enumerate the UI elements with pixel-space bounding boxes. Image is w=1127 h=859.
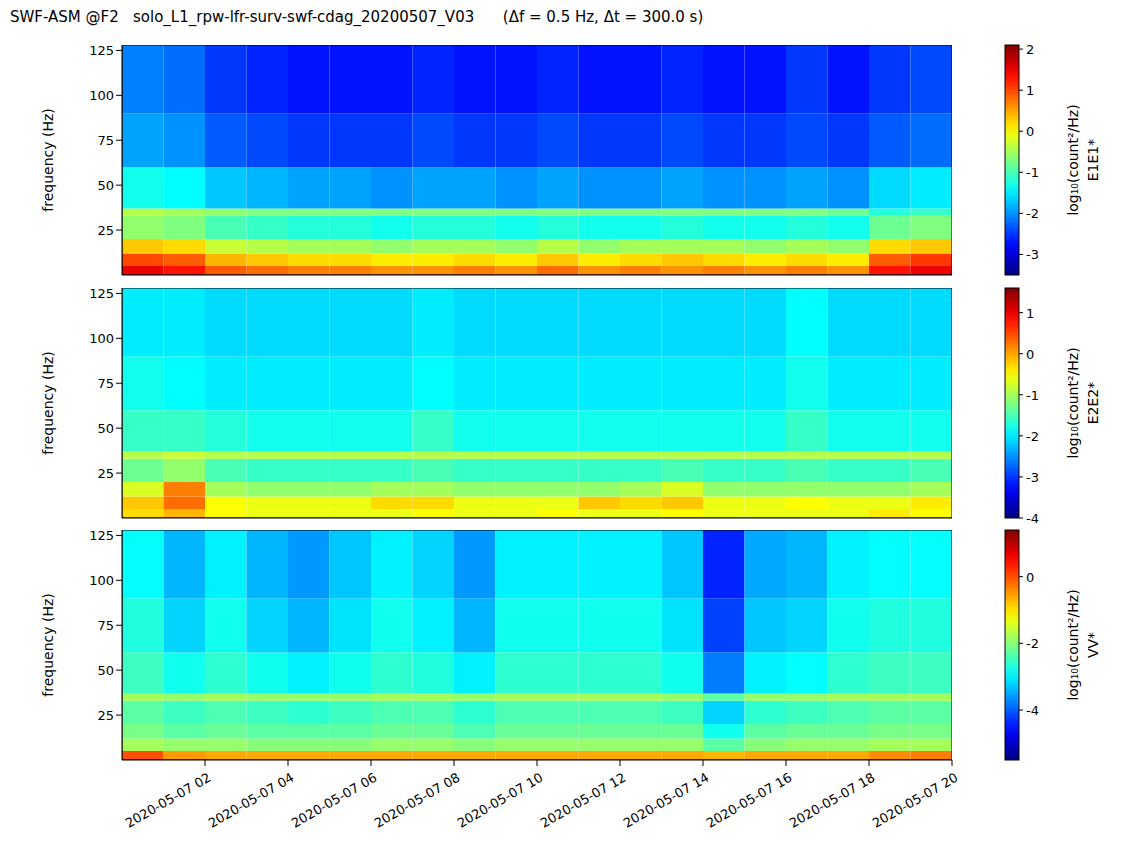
svg-text:2: 2 [1026, 42, 1034, 57]
svg-text:-2: -2 [1026, 636, 1039, 651]
svg-text:2020-05-07 14: 2020-05-07 14 [621, 770, 712, 831]
html-text:SWF-ASM @F2 solo_L1_rpw-lfr-su: SWF-ASM @F2 solo_L1_rpw-lfr-surv-swf-cda… [10, 8, 704, 26]
svg-text:2020-05-07 12: 2020-05-07 12 [538, 770, 629, 831]
svg-text:75: 75 [97, 376, 114, 391]
svg-text:1: 1 [1026, 83, 1034, 98]
svg-text:-1: -1 [1026, 388, 1039, 403]
svg-text:75: 75 [97, 133, 114, 148]
svg-text:-2: -2 [1026, 206, 1039, 221]
svg-text:log₁₀(count²/Hz): log₁₀(count²/Hz) [1065, 104, 1081, 215]
svg-text:1: 1 [1026, 306, 1034, 321]
svg-text:125: 125 [89, 528, 114, 543]
svg-text:2020-05-07 04: 2020-05-07 04 [206, 770, 297, 831]
svg-text:2020-05-07 02: 2020-05-07 02 [123, 770, 214, 831]
svg-text:50: 50 [97, 178, 114, 193]
svg-text:50: 50 [97, 421, 114, 436]
svg-text:-1: -1 [1026, 165, 1039, 180]
svg-text:100: 100 [89, 331, 114, 346]
svg-text:VV*: VV* [1085, 632, 1101, 658]
svg-text:E1E1*: E1E1* [1085, 139, 1101, 182]
svg-text:2020-05-07 08: 2020-05-07 08 [372, 770, 463, 831]
svg-text:125: 125 [89, 43, 114, 58]
svg-text:125: 125 [89, 286, 114, 301]
svg-text:2020-05-07 16: 2020-05-07 16 [704, 770, 795, 831]
svg-text:-4: -4 [1026, 703, 1039, 718]
svg-text:25: 25 [97, 708, 114, 723]
svg-text:log₁₀(count²/Hz): log₁₀(count²/Hz) [1065, 347, 1081, 458]
svg-text:log₁₀(count²/Hz): log₁₀(count²/Hz) [1065, 589, 1081, 700]
svg-text:100: 100 [89, 573, 114, 588]
svg-text:-2: -2 [1026, 429, 1039, 444]
svg-text:frequency (Hz): frequency (Hz) [40, 108, 56, 211]
svg-text:0: 0 [1026, 347, 1034, 362]
svg-text:E2E2*: E2E2* [1085, 382, 1101, 425]
svg-text:25: 25 [97, 223, 114, 238]
svg-text:0: 0 [1026, 570, 1034, 585]
svg-text:-3: -3 [1026, 470, 1039, 485]
svg-text:50: 50 [97, 663, 114, 678]
svg-text:frequency (Hz): frequency (Hz) [40, 593, 56, 696]
svg-text:-4: -4 [1026, 511, 1039, 526]
svg-text:frequency (Hz): frequency (Hz) [40, 351, 56, 454]
svg-text:100: 100 [89, 88, 114, 103]
svg-text:2020-05-07 20: 2020-05-07 20 [870, 770, 961, 831]
svg-text:2020-05-07 10: 2020-05-07 10 [455, 770, 546, 831]
svg-text:0: 0 [1026, 124, 1034, 139]
svg-text:-3: -3 [1026, 247, 1039, 262]
svg-text:2020-05-07 06: 2020-05-07 06 [289, 770, 380, 831]
svg-text:25: 25 [97, 466, 114, 481]
svg-text:2020-05-07 18: 2020-05-07 18 [787, 770, 878, 831]
svg-text:75: 75 [97, 618, 114, 633]
